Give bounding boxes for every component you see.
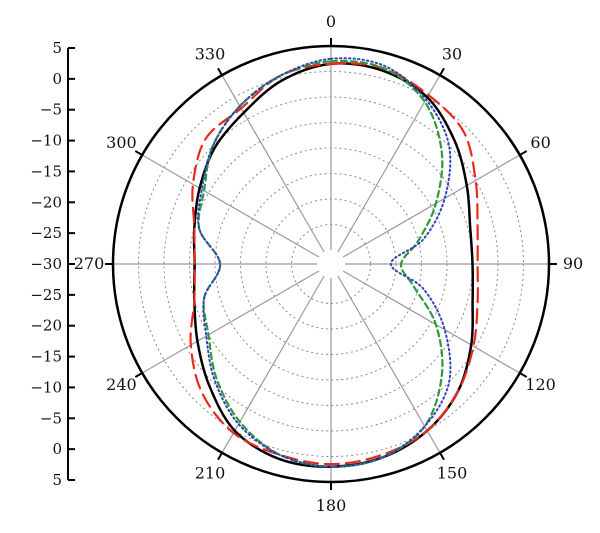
radial-tick-label: 5 <box>52 39 62 57</box>
angle-label: 210 <box>195 464 226 483</box>
radial-axis: 5 0 −5 −10 −15 −20 −25 −30 −25 −20 −15 −10 −5 0 5 <box>30 39 75 489</box>
angle-tick <box>439 67 445 76</box>
pattern-series-group <box>189 57 479 468</box>
angle-tick <box>519 372 528 378</box>
angle-labels: 0 30 60 90 120 150 180 210 240 270 300 330 <box>74 12 583 515</box>
radial-tick-label: −10 <box>30 132 62 150</box>
grid-spoke <box>221 74 325 253</box>
angle-tick <box>519 150 528 156</box>
radial-tick-label: 0 <box>52 440 62 458</box>
radial-tick-label: −15 <box>30 348 62 366</box>
radial-tick-label: −10 <box>30 378 62 396</box>
angle-label: 180 <box>316 496 347 515</box>
angle-label: 120 <box>525 375 556 394</box>
angle-label: 300 <box>106 133 137 152</box>
angle-tick <box>217 67 223 76</box>
grid-spoke <box>221 275 325 454</box>
angle-label: 240 <box>106 375 137 394</box>
center-hole <box>317 250 345 278</box>
angle-label: 60 <box>530 133 550 152</box>
angle-tick <box>134 150 143 156</box>
radial-tick-label: −25 <box>30 286 62 304</box>
grid-spoke <box>141 270 320 374</box>
radial-tick-label: −20 <box>30 193 62 211</box>
grid-spoke <box>141 154 320 258</box>
series-line-2 <box>189 62 479 466</box>
radial-tick-label: −5 <box>40 101 62 119</box>
angle-label: 0 <box>326 12 336 31</box>
grid-spoke <box>342 270 521 374</box>
angle-label: 150 <box>437 464 468 483</box>
series-line-4 <box>197 57 452 468</box>
radial-tick-label: −25 <box>30 224 62 242</box>
angle-tick <box>217 452 223 461</box>
angle-tick <box>439 452 445 461</box>
angle-label: 90 <box>563 254 583 273</box>
radial-tick-label: 5 <box>52 471 62 489</box>
radial-tick-label: −15 <box>30 162 62 180</box>
grid-spoke <box>342 154 521 258</box>
radial-tick-label: −5 <box>40 409 62 427</box>
polar-grid <box>113 46 549 482</box>
grid-spoke <box>337 74 441 253</box>
angle-label: 270 <box>74 254 105 273</box>
grid-spoke <box>337 275 441 454</box>
angle-label: 330 <box>195 44 226 63</box>
radial-tick-label: −30 <box>30 255 62 273</box>
angle-label: 30 <box>442 44 462 63</box>
radial-tick-label: 0 <box>52 70 62 88</box>
angle-tick <box>134 372 143 378</box>
radial-tick-label: −20 <box>30 317 62 335</box>
